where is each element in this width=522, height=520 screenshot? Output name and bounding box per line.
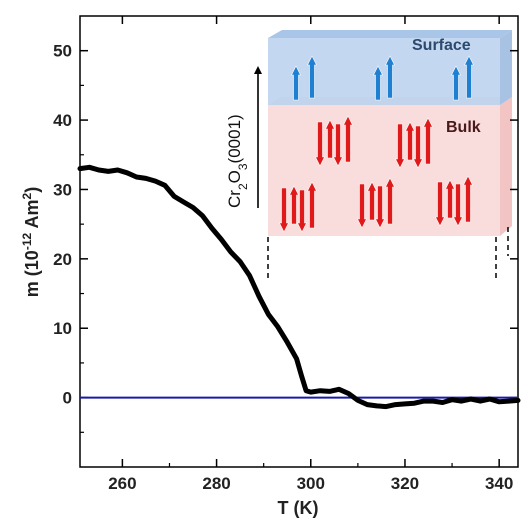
surface-label: Surface	[412, 37, 471, 54]
bulk-spin-down-arrow	[333, 123, 343, 167]
surface-spin-up-arrow	[464, 55, 474, 99]
bulk-spin-down-arrow	[297, 189, 307, 233]
bulk-spin-up-arrow	[343, 115, 353, 163]
bulk-spin-down-arrow	[453, 183, 463, 227]
bulk-spin-up-arrow	[325, 119, 335, 159]
bulk-spin-down-arrow	[435, 181, 445, 227]
x-tick-label: 340	[485, 474, 513, 493]
surface-layer	[268, 38, 500, 105]
bulk-side-face	[500, 97, 512, 236]
bulk-spin-up-arrow	[385, 177, 395, 225]
series-line-m-vs-T	[77, 164, 521, 410]
bulk-spin-down-arrow	[375, 185, 385, 229]
y-axis-title: m (10-12 Am2)	[20, 187, 42, 297]
bulk-spin-down-arrow	[315, 121, 325, 167]
bulk-spin-down-arrow	[279, 187, 289, 233]
y-tick-label: 40	[53, 111, 72, 130]
x-axis-title: T (K)	[278, 498, 319, 518]
bulk-layer	[268, 105, 500, 236]
surface-spin-up-arrow	[451, 65, 461, 101]
surface-spin-up-arrow	[307, 55, 317, 99]
surface-spin-arrows	[291, 55, 474, 101]
x-tick-label: 280	[202, 474, 230, 493]
y-tick-label: 0	[63, 389, 72, 408]
x-axis: 260 280 300 320 340	[108, 16, 513, 493]
bulk-spin-down-arrow	[395, 123, 405, 169]
y-axis: 0 10 20 30 40 50	[53, 42, 518, 433]
y-tick-label: 10	[53, 319, 72, 338]
y-tick-label: 20	[53, 250, 72, 269]
x-tick-label: 260	[108, 474, 136, 493]
bulk-spin-up-arrow	[423, 117, 433, 165]
x-tick-label: 300	[297, 474, 325, 493]
y-tick-label: 50	[53, 42, 72, 61]
surface-spin-up-arrow	[385, 55, 395, 99]
bulk-spin-up-arrow	[307, 181, 317, 229]
y-tick-label: 30	[53, 180, 72, 199]
bulk-spin-up-arrow	[289, 185, 299, 225]
bulk-spin-up-arrow	[405, 121, 415, 161]
inset-schematic: Surface Bulk Cr2O3(0001)	[225, 30, 512, 282]
bulk-spin-down-arrow	[357, 183, 367, 229]
plot-frame	[79, 15, 519, 468]
bulk-spin-down-arrow	[413, 125, 423, 169]
bulk-spin-up-arrow	[367, 181, 377, 221]
surface-spin-up-arrow	[373, 65, 383, 101]
surface-top-face	[268, 30, 512, 38]
x-tick-label: 320	[391, 474, 419, 493]
material-label: Cr2O3(0001)	[225, 114, 250, 208]
growth-direction-arrowhead	[254, 66, 262, 74]
bulk-spin-arrows	[279, 115, 473, 233]
bulk-spin-up-arrow	[445, 179, 455, 219]
bulk-spin-up-arrow	[463, 175, 473, 223]
surface-spin-up-arrow	[291, 65, 301, 101]
bulk-label: Bulk	[446, 119, 481, 136]
surface-side-face	[500, 30, 512, 105]
